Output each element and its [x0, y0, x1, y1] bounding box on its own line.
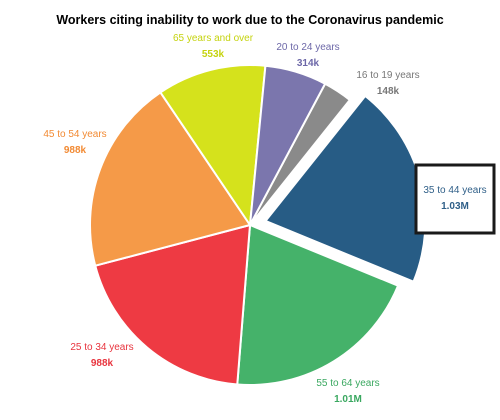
pie-slice-20-to-24-years — [249, 64, 327, 226]
slice-value: 148k — [377, 86, 400, 97]
pie-slice-65-years-and-over — [159, 64, 267, 228]
slice-label: 20 to 24 years — [276, 42, 339, 53]
slice-label: 65 years and over — [173, 33, 254, 44]
slice-label: 25 to 34 years — [70, 342, 133, 353]
slice-label: 16 to 19 years — [356, 70, 419, 81]
pie-slice-55-to-64-years — [236, 223, 400, 386]
slice-value: 314k — [297, 58, 320, 69]
slice-label: 45 to 54 years — [43, 129, 106, 140]
slice-value: 1.03M — [441, 201, 469, 212]
slice-value: 988k — [64, 145, 87, 156]
pie-slice-45-to-54-years — [89, 91, 252, 267]
highlight-box — [414, 163, 496, 235]
slice-value: 988k — [91, 358, 114, 369]
pie-slice-25-to-34-years — [94, 223, 252, 386]
slice-labels: 16 to 19 years 148k 35 to 44 years 1.03M 55 … — [43, 33, 496, 405]
slice-label: 35 to 44 years — [423, 185, 486, 196]
pie-slices — [89, 64, 427, 386]
slice-value: 553k — [202, 49, 225, 60]
slice-value: 1.01M — [334, 394, 362, 405]
slice-label: 55 to 64 years — [316, 378, 379, 389]
chart-title: Workers citing inability to work due to … — [56, 13, 443, 27]
